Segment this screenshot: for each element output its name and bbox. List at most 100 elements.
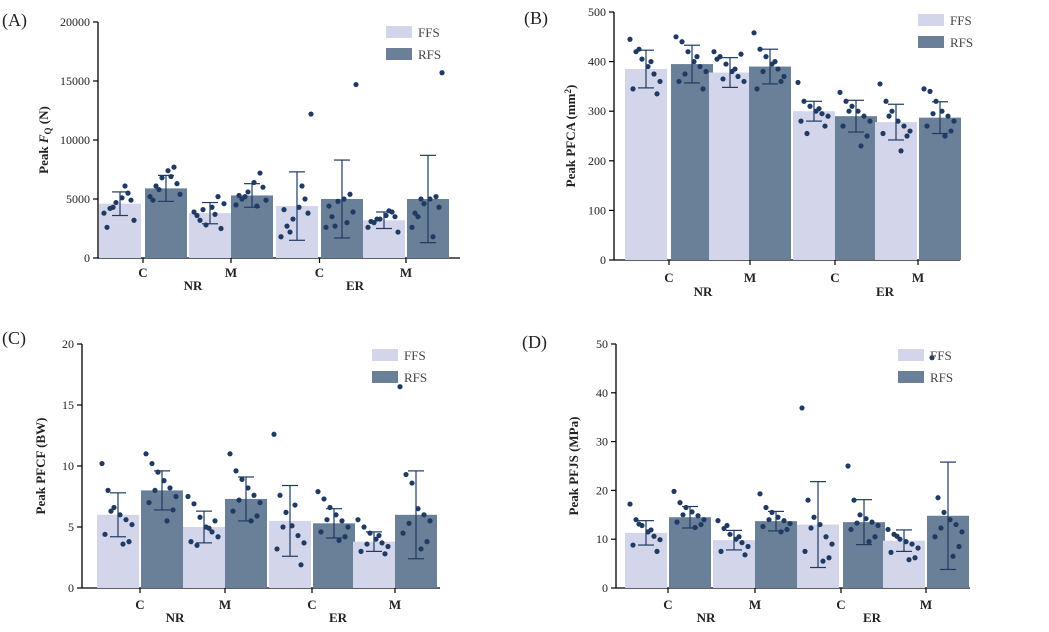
data-point [230, 508, 236, 514]
data-point [206, 525, 212, 531]
data-point [125, 190, 131, 196]
data-point [329, 214, 335, 220]
bar-ffs [793, 111, 835, 260]
data-point [280, 524, 286, 530]
data-point [959, 529, 965, 535]
data-point [412, 210, 418, 216]
data-point [418, 196, 424, 202]
data-point [239, 476, 245, 483]
data-point [804, 130, 810, 137]
data-point [682, 71, 688, 77]
y-axis-label: Peak FQ (N) [36, 106, 53, 174]
legend-swatch-ffs [372, 349, 398, 361]
data-point [171, 164, 177, 170]
data-point [883, 98, 889, 104]
data-point [212, 211, 218, 217]
data-point [837, 89, 843, 95]
data-point [651, 71, 657, 77]
legend-label-rfs: RFS [404, 370, 427, 385]
data-point [209, 204, 215, 210]
data-point [191, 209, 197, 215]
data-point [167, 485, 173, 491]
data-point [170, 507, 176, 513]
y-tick-label: 40 [596, 386, 608, 400]
data-point [409, 480, 415, 486]
data-point [341, 196, 347, 202]
data-point [689, 509, 695, 515]
data-point [657, 78, 663, 85]
data-point [869, 519, 875, 525]
data-point [811, 514, 817, 520]
data-point [129, 521, 135, 528]
data-point [421, 512, 427, 518]
panel-d: (D) Peak PFJS (MPa) 0 10 20 30 40 50 C M C M NR ER FFS… [522, 332, 970, 625]
data-point [345, 524, 351, 530]
data-point [807, 103, 813, 109]
panel-label: (D) [522, 332, 547, 353]
x-group-label: NR [697, 610, 716, 625]
data-point [143, 451, 149, 457]
data-point [277, 492, 283, 498]
data-point [233, 202, 239, 208]
data-point [855, 108, 861, 114]
data-point [695, 513, 701, 519]
data-point [271, 431, 277, 437]
data-point [397, 384, 403, 390]
data-point [645, 63, 651, 70]
data-point [153, 183, 159, 189]
data-point [126, 539, 132, 545]
data-point [430, 234, 436, 240]
data-point [697, 63, 703, 70]
data-point [321, 496, 327, 502]
data-point [639, 56, 645, 62]
data-point [111, 504, 117, 511]
y-axis-label: Peak PFCF (BW) [33, 418, 48, 515]
data-point [400, 530, 406, 536]
y-tick-label: 200 [588, 154, 606, 168]
data-point [292, 502, 298, 508]
y-tick-label: 15 [62, 398, 74, 412]
x-category-label: C [315, 265, 324, 280]
data-point [150, 197, 156, 203]
data-point [685, 49, 691, 55]
data-point [858, 143, 864, 149]
x-category-label: C [664, 270, 673, 285]
data-point [757, 491, 763, 497]
data-point [215, 194, 221, 200]
data-point [711, 49, 717, 55]
data-point [677, 500, 683, 506]
data-point [326, 203, 332, 209]
data-point [739, 540, 745, 546]
data-point [939, 108, 945, 114]
legend-label-rfs: RFS [930, 370, 953, 385]
data-point [846, 108, 852, 114]
x-category-label: M [219, 597, 231, 612]
data-point [636, 521, 642, 527]
data-point [155, 469, 161, 475]
data-point [336, 537, 342, 544]
data-point [260, 184, 266, 190]
data-point [673, 34, 679, 40]
data-point [386, 208, 392, 214]
data-point [898, 148, 904, 154]
data-point [149, 460, 155, 467]
data-point [930, 111, 936, 117]
data-point [849, 103, 855, 109]
data-point [335, 198, 341, 204]
y-tick-label: 10000 [60, 133, 90, 147]
data-point [358, 548, 364, 555]
data-point [863, 516, 869, 522]
data-point [676, 78, 682, 85]
data-point [714, 56, 720, 62]
data-point [101, 210, 107, 216]
data-point [108, 508, 114, 514]
x-group-label: NR [166, 610, 185, 625]
data-point [284, 223, 290, 229]
x-category-label: C [307, 597, 316, 612]
x-category-label: M [749, 597, 761, 612]
panel-label: (B) [524, 8, 548, 29]
x-category-label: M [400, 265, 412, 280]
data-point [757, 46, 763, 52]
data-point [104, 224, 110, 230]
data-point [845, 463, 851, 469]
